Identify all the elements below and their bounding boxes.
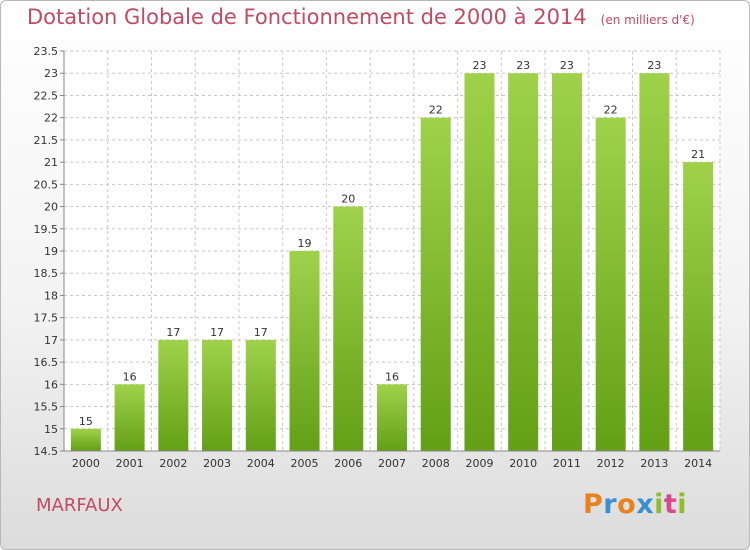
y-tick-label: 23.5	[34, 45, 59, 58]
data-label: 17	[166, 326, 180, 339]
data-label: 16	[123, 370, 137, 383]
bar	[158, 339, 189, 451]
x-tick-label: 2001	[116, 457, 144, 470]
logo-letter: x	[636, 489, 655, 520]
bar	[595, 117, 626, 452]
bar	[333, 206, 364, 451]
x-tick-label: 2007	[378, 457, 406, 470]
bar	[245, 339, 276, 451]
data-label: 23	[647, 59, 661, 72]
bar	[202, 339, 233, 451]
logo-letter: P	[583, 489, 604, 520]
x-tick-label: 2000	[72, 457, 100, 470]
commune-name: MARFAUX	[36, 495, 123, 516]
chart-title: Dotation Globale de Fonctionnement de 20…	[27, 5, 695, 29]
y-tick-label: 21	[44, 156, 58, 169]
data-label: 17	[210, 326, 224, 339]
y-tick-label: 20.5	[34, 178, 59, 191]
unit-text: (en milliers d'€)	[600, 13, 695, 27]
logo-letter: i	[654, 489, 664, 520]
bar	[70, 428, 101, 451]
x-tick-label: 2012	[597, 457, 625, 470]
x-tick-label: 2014	[684, 457, 712, 470]
y-tick-label: 18	[44, 289, 58, 302]
x-tick-label: 2002	[159, 457, 187, 470]
y-tick-label: 17	[44, 334, 58, 347]
y-tick-label: 20	[44, 201, 58, 214]
y-tick-label: 23	[44, 67, 58, 80]
x-tick-label: 2006	[334, 457, 362, 470]
x-tick-label: 2011	[553, 457, 581, 470]
x-tick-label: 2013	[640, 457, 668, 470]
data-label: 16	[385, 370, 399, 383]
bar	[420, 117, 451, 452]
x-tick-label: 2005	[291, 457, 319, 470]
x-tick-label: 2010	[509, 457, 537, 470]
bar	[508, 73, 539, 451]
y-tick-label: 17.5	[34, 312, 59, 325]
x-tick-label: 2004	[247, 457, 275, 470]
bar	[114, 384, 145, 451]
bar	[464, 73, 495, 451]
data-label: 23	[472, 59, 486, 72]
bar	[551, 73, 582, 451]
x-tick-label: 2009	[465, 457, 493, 470]
data-label: 21	[691, 148, 705, 161]
y-tick-label: 16.5	[34, 356, 59, 369]
x-tick-label: 2008	[422, 457, 450, 470]
data-label: 23	[560, 59, 574, 72]
bar	[639, 73, 670, 451]
y-tick-label: 19.5	[34, 223, 59, 236]
data-label: 17	[254, 326, 268, 339]
y-tick-label: 22	[44, 112, 58, 125]
x-tick-label: 2003	[203, 457, 231, 470]
proxiti-logo: Proxiti	[583, 489, 687, 520]
y-tick-label: 21.5	[34, 134, 59, 147]
y-tick-label: 18.5	[34, 267, 59, 280]
logo-letter: i	[677, 489, 688, 520]
data-label: 23	[516, 59, 530, 72]
y-tick-label: 15	[44, 423, 58, 436]
data-label: 20	[341, 193, 355, 206]
data-label: 19	[298, 237, 312, 250]
title-text: Dotation Globale de Fonctionnement de 20…	[27, 5, 587, 29]
y-tick-label: 16	[44, 378, 58, 391]
logo-letter: o	[617, 489, 637, 520]
y-tick-label: 19	[44, 245, 58, 258]
y-tick-label: 22.5	[34, 89, 59, 102]
bar	[289, 251, 320, 451]
data-label: 22	[429, 104, 443, 117]
y-tick-label: 15.5	[34, 401, 59, 414]
data-label: 22	[604, 104, 618, 117]
bar	[683, 162, 714, 451]
logo-letter: r	[603, 489, 618, 520]
logo-letter: t	[663, 489, 678, 520]
bar	[377, 384, 407, 451]
data-label: 15	[79, 415, 93, 428]
y-tick-label: 14.5	[34, 445, 59, 458]
